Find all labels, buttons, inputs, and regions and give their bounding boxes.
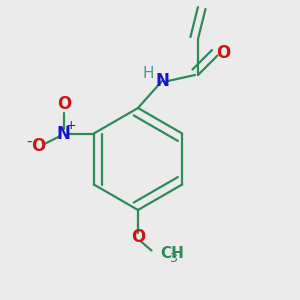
Text: H: H <box>143 66 154 81</box>
Text: -: - <box>27 134 32 148</box>
Text: O: O <box>216 44 230 62</box>
Text: CH: CH <box>160 246 184 261</box>
Text: O: O <box>57 94 71 112</box>
Text: N: N <box>57 124 71 142</box>
Text: +: + <box>66 118 76 132</box>
Text: N: N <box>155 72 169 90</box>
Text: O: O <box>31 136 46 154</box>
Text: 3: 3 <box>169 252 177 265</box>
Text: O: O <box>131 228 145 246</box>
